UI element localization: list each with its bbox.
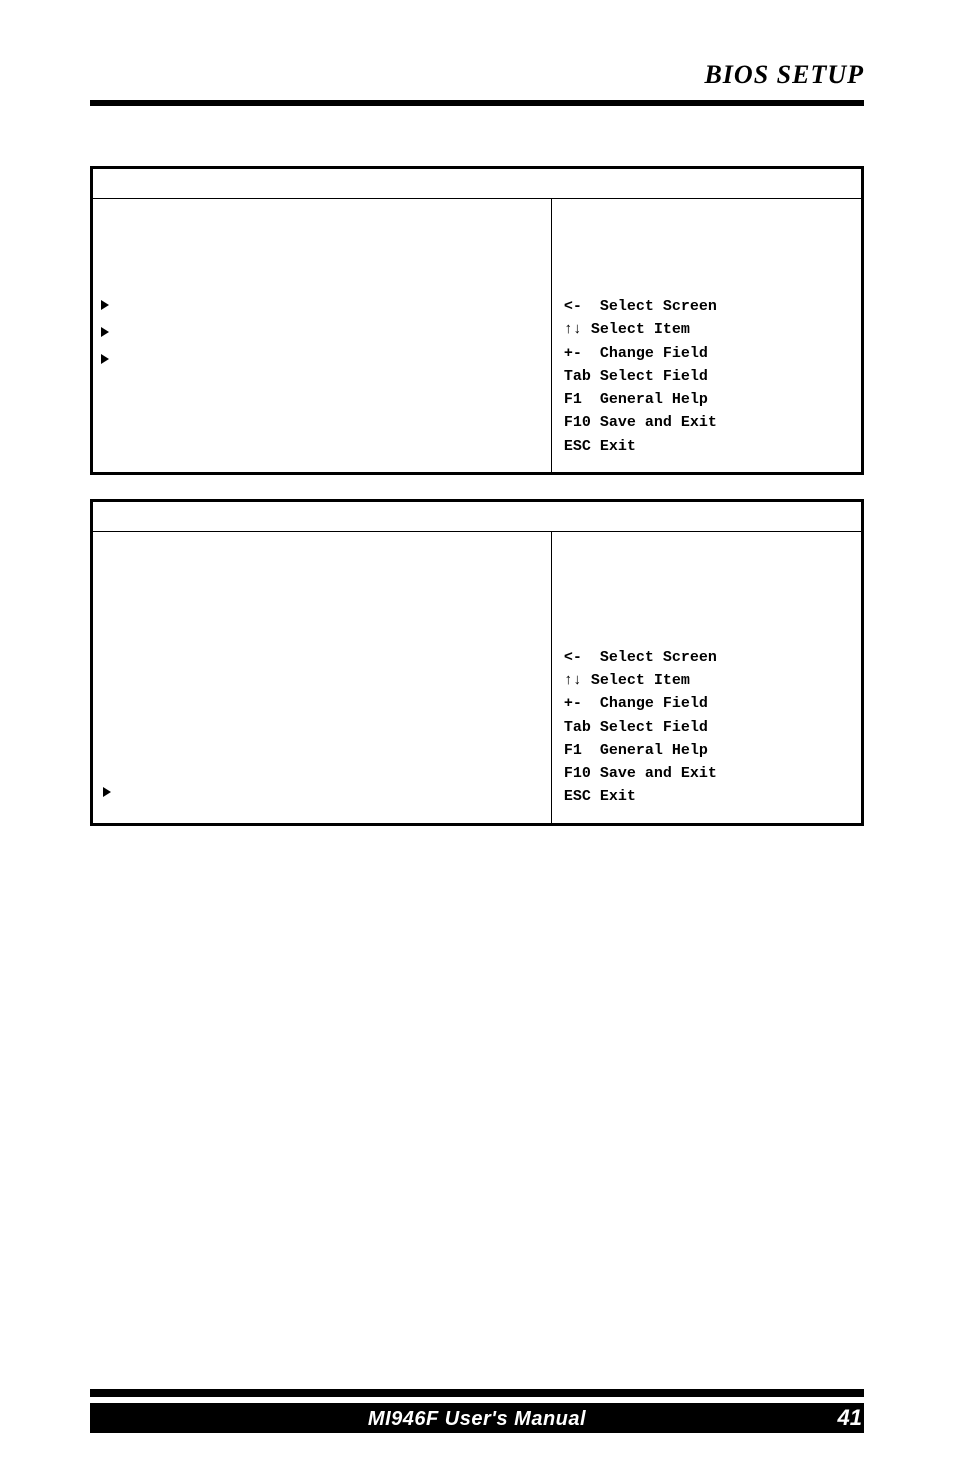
help-line: ↑↓ Select Item [564,318,849,341]
help-line: F1 General Help [564,739,849,762]
footer-thin-bar [90,1389,864,1397]
help-line: +- Change Field [564,342,849,365]
help-line: F10 Save and Exit [564,411,849,434]
help-line: +- Change Field [564,692,849,715]
spacer [564,217,849,295]
bios-panel-1-left [93,199,552,472]
bios-panel-2-right: <- Select Screen ↑↓ Select Item +- Chang… [552,532,861,823]
help-line: ESC Exit [564,435,849,458]
bios-panel-2: <- Select Screen ↑↓ Select Item +- Chang… [90,499,864,826]
bios-panel-1: <- Select Screen ↑↓ Select Item +- Chang… [90,166,864,475]
bios-panel-1-right: <- Select Screen ↑↓ Select Item +- Chang… [552,199,861,472]
menu-arrow-icon [101,293,543,320]
help-line: ↑↓ Select Item [564,669,849,692]
menu-arrow-icon [101,320,543,347]
spacer [564,550,849,646]
menu-arrow-icon [103,780,117,807]
footer-page-number: 41 [838,1405,862,1431]
bios-panel-1-topbar [93,169,861,199]
help-line: Tab Select Field [564,716,849,739]
footer-manual-title: MI946F User's Manual [0,1408,954,1431]
menu-arrow-icon [101,347,543,374]
help-line: Tab Select Field [564,365,849,388]
help-line: ESC Exit [564,785,849,808]
header-rule [90,100,864,106]
help-line: F10 Save and Exit [564,762,849,785]
help-line: <- Select Screen [564,646,849,669]
help-line: <- Select Screen [564,295,849,318]
bios-panel-2-left [93,532,552,823]
help-line: F1 General Help [564,388,849,411]
page-header-title: BIOS SETUP [90,60,864,90]
bios-panel-2-topbar [93,502,861,532]
